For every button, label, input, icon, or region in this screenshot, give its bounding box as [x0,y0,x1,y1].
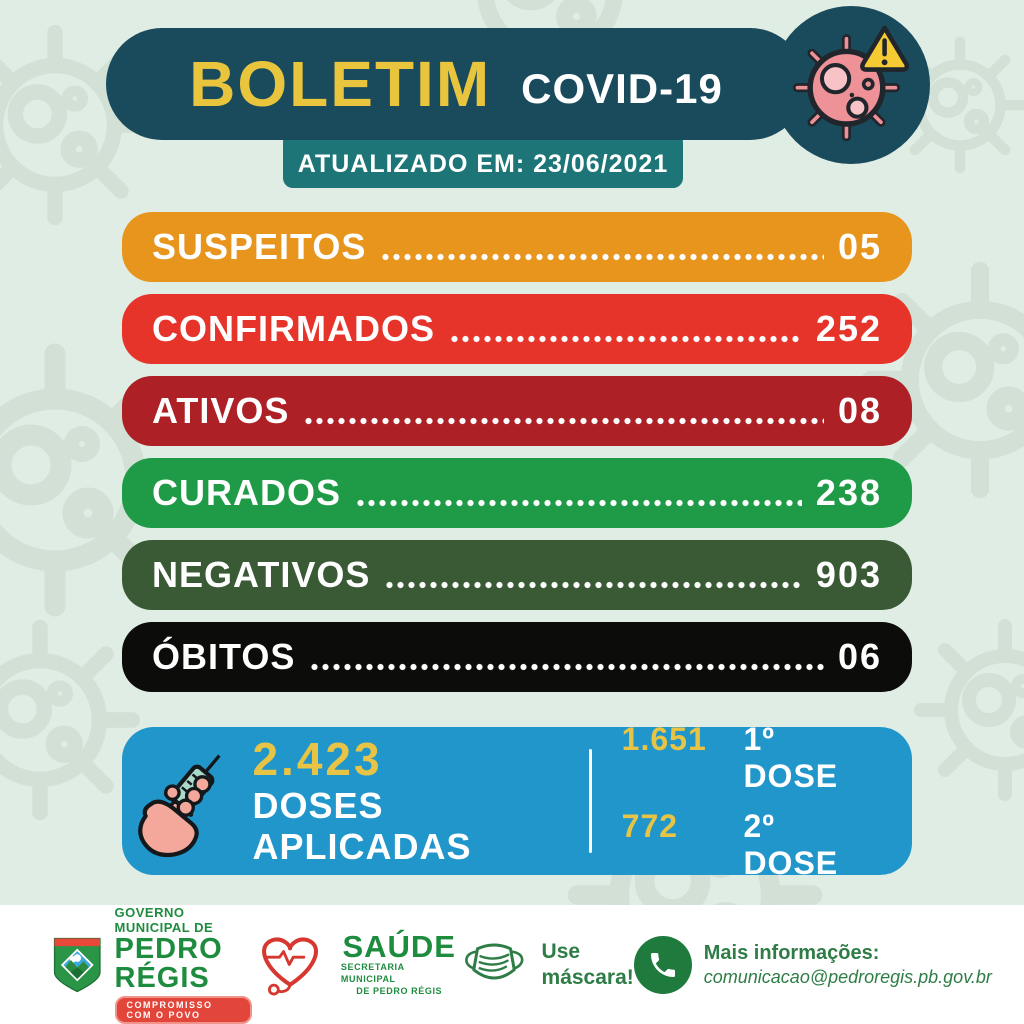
dose-row-1: 1.651 1º DOSE [622,721,876,795]
stat-value: 05 [837,226,882,267]
total-doses-label: DOSES APLICADAS [252,784,472,868]
stat-row-obitos: ÓBITOS 06 [122,622,912,692]
dose-value: 1.651 [621,720,707,757]
stat-value: 238 [815,472,882,513]
leader-dots [303,417,824,425]
government-tagline: COMPROMISSO COM O POVO [114,996,253,1024]
stat-row-suspeitos: SUSPEITOS 05 [122,212,912,282]
stat-row-curados: CURADOS 238 [122,458,912,528]
page-title: BOLETIM [189,48,492,120]
vaccine-panel: 2.423 DOSES APLICADAS 1.651 1º DOSE 772 … [122,721,912,881]
stat-label: SUSPEITOS [152,226,367,267]
dose-label: 2º DOSE [743,807,839,881]
leader-dots [449,335,802,343]
virus-warning-icon [792,26,910,142]
face-mask-icon [464,943,523,980]
header-badge [772,6,930,164]
header-pill: BOLETIM COVID-19 [106,28,806,140]
stat-value: 06 [837,636,882,677]
contact-info: Mais informações: comunicacao@pedroregis… [633,935,992,994]
health-subtitle: DE PEDRO RÉGIS [356,985,443,996]
mask-text-line1: Use [541,940,581,964]
stat-label: CONFIRMADOS [152,308,435,349]
stat-value: 903 [815,554,882,595]
phone-icon [650,952,675,977]
contact-email: comunicacao@pedroregis.pb.gov.br [703,966,992,987]
update-banner: ATUALIZADO EM: 23/06/2021 [283,132,683,188]
leader-dots [380,253,824,261]
health-name: SAÚDE [342,929,456,965]
total-doses: 2.423 DOSES APLICADAS [252,734,588,867]
stats-list: SUSPEITOS 05 CONFIRMADOS 252 ATIVOS 08 C… [122,212,912,692]
shield-crest-icon [53,937,101,992]
dose-row-2: 772 2º DOSE [622,808,876,882]
stat-row-negativos: NEGATIVOS 903 [122,540,912,610]
stat-label: ÓBITOS [152,636,296,677]
leader-dots [355,499,802,507]
mask-reminder: Use máscara! [458,938,634,991]
dose-divider [588,749,592,853]
dose-value: 772 [621,807,679,844]
stat-row-confirmados: CONFIRMADOS 252 [122,294,912,364]
covid-label: COVID-19 [521,65,723,112]
leader-dots [384,581,802,589]
footer: GOVERNO MUNICIPAL DE PEDRO RÉGIS COMPROM… [0,905,1024,1024]
stat-label: CURADOS [152,472,342,513]
health-subtitle: SECRETARIA MUNICIPAL [340,962,405,985]
contact-title: Mais informações: [703,941,880,964]
dose-breakdown: 1.651 1º DOSE 772 2º DOSE [622,721,876,882]
stat-row-ativos: ATIVOS 08 [122,376,912,446]
government-name: PEDRO RÉGIS [114,933,223,994]
health-name-block: SAÚDE SECRETARIA MUNICIPAL DE PEDRO RÉGI… [341,931,458,997]
stat-value: 252 [815,308,882,349]
stat-value: 08 [837,390,882,431]
phone-badge [633,935,692,994]
government-name-line1: GOVERNO MUNICIPAL DE [114,905,214,935]
leader-dots [309,663,824,671]
total-doses-value: 2.423 [252,733,383,786]
stat-label: ATIVOS [152,390,290,431]
health-logo: SAÚDE SECRETARIA MUNICIPAL DE PEDRO RÉGI… [252,930,458,999]
heart-stethoscope-icon [262,937,319,996]
government-logo: GOVERNO MUNICIPAL DE PEDRO RÉGIS COMPROM… [52,905,253,1024]
update-banner-text: ATUALIZADO EM: 23/06/2021 [297,150,669,178]
mask-text-line2: máscara! [541,965,634,989]
stat-label: NEGATIVOS [152,554,371,595]
hand-syringe-icon [138,754,221,858]
contact-text-block: Mais informações: comunicacao@pedroregis… [704,941,992,989]
government-name-block: GOVERNO MUNICIPAL DE PEDRO RÉGIS COMPROM… [114,905,253,1024]
dose-label: 1º DOSE [743,720,839,794]
mask-text-block: Use máscara! [542,939,634,989]
